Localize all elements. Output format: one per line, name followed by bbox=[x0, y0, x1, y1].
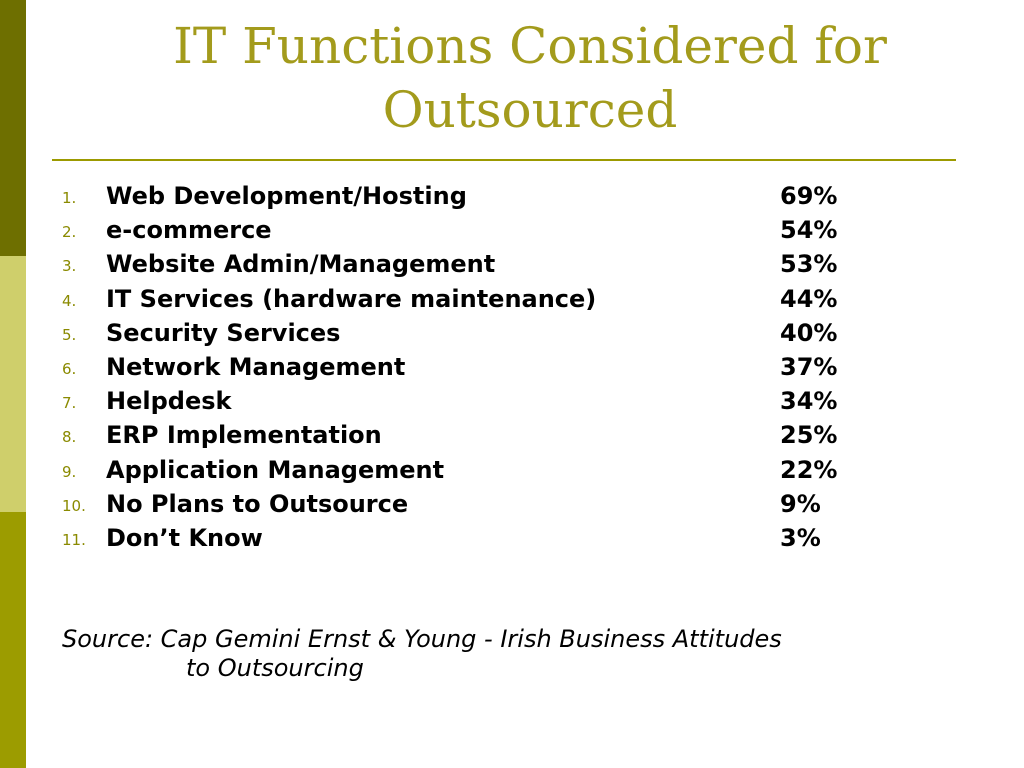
item-percent: 9% bbox=[780, 489, 821, 518]
item-number: 9. bbox=[62, 462, 77, 481]
item-percent: 37% bbox=[780, 352, 838, 381]
list-item: 1. Web Development/Hosting 69% bbox=[62, 180, 942, 214]
title-divider bbox=[52, 159, 956, 161]
item-number: 2. bbox=[62, 223, 77, 242]
item-percent: 69% bbox=[780, 182, 838, 210]
item-label: No Plans to Outsource bbox=[106, 489, 409, 518]
list-item: 2. e-commerce 54% bbox=[62, 214, 942, 248]
list-item: 7. Helpdesk 34% bbox=[62, 385, 942, 419]
side-bar-segment-top bbox=[0, 0, 26, 256]
item-label: ERP Implementation bbox=[106, 421, 382, 450]
item-number: 8. bbox=[62, 428, 77, 447]
side-accent-bar bbox=[0, 0, 26, 768]
list-item: 6. Network Management 37% bbox=[62, 351, 942, 385]
item-label: IT Services (hardware maintenance) bbox=[106, 284, 597, 313]
list-item: 10. No Plans to Outsource 9% bbox=[62, 488, 942, 522]
item-number: 5. bbox=[62, 325, 77, 344]
item-label: e-commerce bbox=[106, 216, 272, 245]
item-number: 7. bbox=[62, 394, 77, 413]
item-label: Security Services bbox=[106, 318, 341, 347]
item-label: Website Admin/Management bbox=[106, 250, 496, 279]
item-number: 3. bbox=[62, 257, 77, 276]
item-number: 11. bbox=[62, 530, 86, 549]
title-line-1: IT Functions Considered for bbox=[173, 17, 887, 75]
list-item: 11. Don’t Know 3% bbox=[62, 522, 942, 556]
item-percent: 54% bbox=[780, 216, 838, 245]
side-bar-segment-middle bbox=[0, 256, 26, 512]
outsourcing-list: 1. Web Development/Hosting 69% 2. e-comm… bbox=[62, 180, 942, 556]
item-number: 1. bbox=[62, 189, 77, 207]
item-label: Application Management bbox=[106, 455, 445, 484]
list-item: 3. Website Admin/Management 53% bbox=[62, 248, 942, 282]
source-line-1: Source: Cap Gemini Ernst & Young - Irish… bbox=[62, 625, 782, 653]
item-label: Web Development/Hosting bbox=[106, 182, 467, 210]
item-percent: 3% bbox=[780, 523, 821, 552]
slide-title: IT Functions Considered for Outsourced bbox=[60, 14, 1000, 142]
item-percent: 25% bbox=[780, 421, 838, 450]
list-item: 9. Application Management 22% bbox=[62, 454, 942, 488]
list-item: 4. IT Services (hardware maintenance) 44… bbox=[62, 283, 942, 317]
item-number: 10. bbox=[62, 496, 86, 515]
item-label: Don’t Know bbox=[106, 523, 263, 552]
item-number: 6. bbox=[62, 359, 77, 378]
item-number: 4. bbox=[62, 291, 77, 310]
item-label: Helpdesk bbox=[106, 387, 232, 416]
source-citation: Source: Cap Gemini Ernst & Young - Irish… bbox=[62, 625, 962, 683]
item-percent: 53% bbox=[780, 250, 838, 279]
item-percent: 40% bbox=[780, 318, 838, 347]
title-line-2: Outsourced bbox=[382, 81, 678, 139]
list-item: 8. ERP Implementation 25% bbox=[62, 419, 942, 453]
side-bar-segment-bottom bbox=[0, 512, 26, 768]
list-item: 5. Security Services 40% bbox=[62, 317, 942, 351]
source-line-2: to Outsourcing bbox=[186, 654, 364, 682]
item-label: Network Management bbox=[106, 352, 406, 381]
item-percent: 34% bbox=[780, 387, 838, 416]
item-percent: 22% bbox=[780, 455, 838, 484]
item-percent: 44% bbox=[780, 284, 838, 313]
